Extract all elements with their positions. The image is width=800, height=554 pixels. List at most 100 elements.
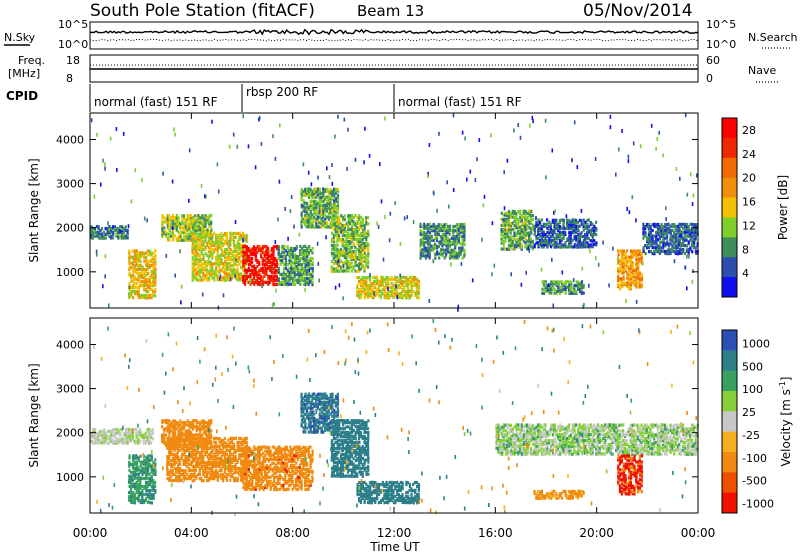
heatmap-cell: [365, 231, 368, 235]
heatmap-cell: [320, 219, 323, 223]
heatmap-cell: [588, 230, 591, 234]
heatmap-cell: [145, 255, 148, 259]
heatmap-cell: [242, 245, 245, 249]
heatmap-cell: [143, 216, 146, 221]
heatmap-cell: [197, 226, 200, 230]
heatmap-cell: [258, 116, 261, 121]
heatmap-cell: [162, 441, 166, 445]
heatmap-cell: [621, 249, 624, 253]
heatmap-cell: [515, 243, 518, 247]
heatmap-cell: [389, 285, 392, 289]
heatmap-cell: [644, 230, 647, 234]
heatmap-cell: [511, 227, 514, 232]
heatmap-cell: [150, 281, 153, 286]
heatmap-cell: [146, 430, 149, 434]
heatmap-cell: [693, 240, 696, 244]
heatmap-cell: [366, 290, 370, 294]
heatmap-cell: [306, 187, 309, 191]
heatmap-cell: [401, 288, 404, 292]
heatmap-cell: [134, 168, 137, 173]
heatmap-cell: [320, 207, 323, 211]
heatmap-cell: [628, 210, 631, 215]
heatmap-cell: [549, 224, 552, 228]
heatmap-cell: [403, 290, 406, 294]
heatmap-cell: [377, 224, 380, 229]
heatmap-cell: [529, 228, 532, 233]
heatmap-cell: [272, 280, 275, 284]
heatmap-cell: [104, 226, 107, 231]
heatmap-cell: [139, 279, 142, 283]
heatmap-cell: [152, 263, 155, 267]
heatmap-cell: [143, 259, 146, 263]
heatmap-cell: [691, 242, 694, 246]
heatmap-cell: [423, 250, 426, 254]
heatmap-cell: [531, 225, 534, 229]
heatmap-cell: [506, 229, 509, 233]
heatmap-cell: [175, 427, 178, 431]
heatmap-cell: [133, 485, 136, 489]
heatmap-cell: [345, 241, 348, 245]
heatmap-cell: [309, 187, 312, 191]
heatmap-cell: [543, 289, 546, 293]
heatmap-cell: [689, 238, 692, 242]
heatmap-cell: [583, 218, 585, 223]
heatmap-cell: [309, 201, 312, 205]
heatmap-cell: [147, 483, 150, 487]
heatmap-cell: [529, 237, 532, 241]
heatmap-cell: [302, 245, 305, 249]
heatmap-cell: [133, 251, 136, 255]
heatmap-cell: [268, 258, 271, 262]
heatmap-cell: [143, 267, 146, 272]
heatmap-cell: [286, 283, 289, 287]
heatmap-cell: [216, 270, 219, 274]
heatmap-cell: [149, 251, 152, 255]
heatmap-cell: [150, 251, 153, 255]
heatmap-cell: [537, 220, 540, 224]
heatmap-cell: [311, 283, 314, 287]
heatmap-cell: [222, 261, 225, 266]
heatmap-cell: [142, 441, 145, 445]
heatmap-cell: [128, 295, 131, 299]
heatmap-cell: [381, 292, 384, 296]
heatmap-cell: [419, 252, 422, 256]
heatmap-cell: [175, 423, 178, 427]
heatmap-cell: [281, 244, 284, 249]
heatmap-cell: [658, 225, 661, 229]
heatmap-cell: [587, 228, 590, 232]
heatmap-cell: [115, 232, 118, 237]
heatmap-cell: [110, 236, 113, 240]
heatmap-cell: [664, 222, 667, 227]
heatmap-cell: [137, 456, 140, 460]
heatmap-cell: [347, 233, 350, 237]
heatmap-cell: [365, 278, 368, 282]
heatmap-cell: [358, 233, 361, 237]
heatmap-cell: [173, 437, 176, 441]
heatmap-cell: [199, 218, 202, 222]
heatmap-cell: [100, 232, 104, 236]
heatmap-cell: [586, 245, 589, 249]
heatmap-cell: [340, 229, 342, 234]
heatmap-cell: [131, 478, 135, 482]
heatmap-cell: [152, 279, 155, 283]
heatmap-cell: [507, 245, 511, 249]
heatmap-cell: [244, 268, 247, 272]
heatmap-cell: [406, 281, 409, 285]
heatmap-cell: [175, 441, 178, 446]
heatmap-cell: [238, 236, 241, 240]
heatmap-cell: [506, 158, 509, 163]
heatmap-cell: [684, 244, 687, 248]
heatmap-cell: [152, 472, 155, 476]
heatmap-cell: [171, 462, 174, 466]
heatmap-cell: [189, 230, 193, 234]
heatmap-cell: [126, 435, 129, 439]
heatmap-cell: [222, 233, 225, 237]
heatmap-cell: [177, 234, 180, 238]
heatmap-cell: [306, 276, 309, 280]
heatmap-cell: [423, 242, 426, 246]
heatmap-cell: [558, 220, 561, 225]
heatmap-cell: [694, 238, 697, 242]
heatmap-cell: [537, 243, 540, 247]
heatmap-cell: [427, 242, 430, 246]
heatmap-cell: [160, 433, 164, 437]
heatmap-cell: [582, 284, 585, 288]
